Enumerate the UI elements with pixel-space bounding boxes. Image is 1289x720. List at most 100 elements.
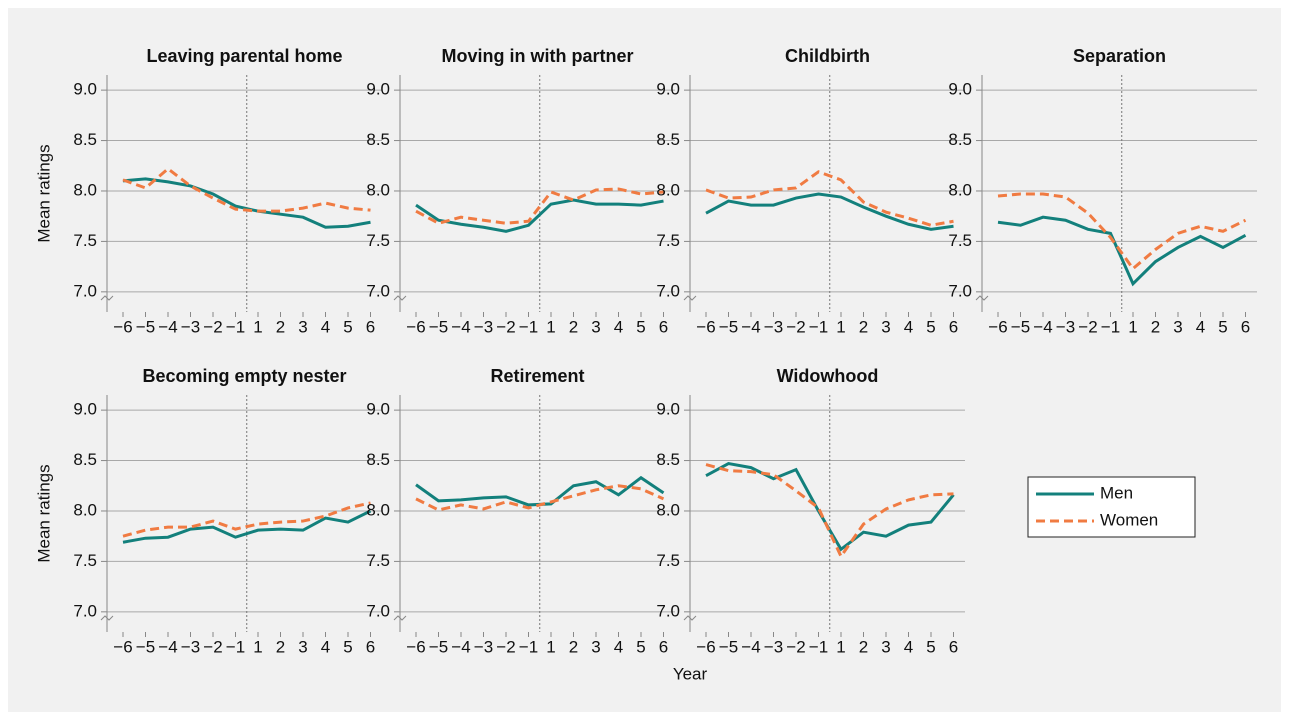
y-tick-label: 7.5 <box>366 231 390 250</box>
x-tick-label: −4 <box>451 637 470 656</box>
y-tick-label: 8.0 <box>656 180 680 199</box>
x-tick-label: 5 <box>636 317 645 336</box>
x-tick-label: −3 <box>764 317 783 336</box>
x-tick-label: 5 <box>926 637 935 656</box>
y-tick-label: 8.5 <box>73 450 97 469</box>
y-tick-label: 8.0 <box>366 500 390 519</box>
series-line <box>415 187 664 225</box>
y-tick-label: 7.0 <box>948 281 972 300</box>
x-tick-label: −5 <box>719 637 738 656</box>
panel-title: Separation <box>1073 46 1166 66</box>
y-tick-label: 7.0 <box>656 281 680 300</box>
y-tick-label: 8.0 <box>366 180 390 199</box>
y-tick-label: 9.0 <box>656 400 680 419</box>
panel-title: Becoming empty nester <box>142 366 346 386</box>
panel-title: Retirement <box>490 366 584 386</box>
legend-label: Women <box>1100 510 1158 529</box>
series-line <box>997 215 1247 287</box>
x-tick-label: 1 <box>836 317 845 336</box>
x-tick-label: −6 <box>696 317 715 336</box>
y-tick-label: 8.5 <box>366 450 390 469</box>
y-tick-label: 7.5 <box>948 231 972 250</box>
y-axis-label: Mean ratings <box>34 464 53 562</box>
x-tick-label: −1 <box>519 637 538 656</box>
x-tick-label: 4 <box>614 317 623 336</box>
axis-break <box>975 295 989 301</box>
x-tick-label: 4 <box>321 637 330 656</box>
series-line <box>122 509 372 544</box>
x-tick-label: 1 <box>836 637 845 656</box>
x-tick-label: 2 <box>276 637 285 656</box>
y-tick-label: 8.5 <box>73 130 97 149</box>
x-tick-label: 6 <box>949 317 958 336</box>
axis-break <box>683 295 697 301</box>
x-tick-label: −2 <box>496 317 515 336</box>
x-tick-label: 5 <box>636 637 645 656</box>
x-tick-label: −5 <box>136 637 155 656</box>
x-tick-label: 6 <box>366 637 375 656</box>
axis-break <box>100 615 114 621</box>
axis-break <box>393 615 407 621</box>
x-tick-label: −5 <box>429 317 448 336</box>
series-line <box>705 192 954 231</box>
panel-title: Leaving parental home <box>146 46 342 66</box>
x-tick-label: −1 <box>809 317 828 336</box>
x-tick-label: −3 <box>764 637 783 656</box>
x-tick-label: −4 <box>1033 317 1052 336</box>
x-tick-label: 6 <box>366 317 375 336</box>
x-tick-label: 6 <box>659 317 668 336</box>
y-tick-label: 8.5 <box>656 450 680 469</box>
series-line <box>415 198 664 233</box>
y-tick-label: 7.5 <box>656 551 680 570</box>
x-tick-label: 2 <box>1151 317 1160 336</box>
x-tick-label: 3 <box>881 317 890 336</box>
y-tick-label: 8.0 <box>948 180 972 199</box>
series-line <box>122 501 371 538</box>
x-tick-label: −2 <box>786 317 805 336</box>
x-tick-label: −1 <box>809 637 828 656</box>
y-tick-label: 8.0 <box>73 500 97 519</box>
panel-title: Childbirth <box>785 46 870 66</box>
x-tick-label: −5 <box>429 637 448 656</box>
x-tick-label: 2 <box>276 317 285 336</box>
x-tick-label: 4 <box>321 317 330 336</box>
x-tick-label: −6 <box>406 637 425 656</box>
y-tick-label: 8.5 <box>656 130 680 149</box>
series-line <box>997 192 1247 271</box>
x-tick-label: 3 <box>298 637 307 656</box>
y-tick-label: 9.0 <box>948 80 972 99</box>
y-tick-label: 7.5 <box>656 231 680 250</box>
x-tick-label: 5 <box>926 317 935 336</box>
x-tick-label: −1 <box>1101 317 1120 336</box>
x-tick-label: −5 <box>136 317 155 336</box>
x-tick-label: 1 <box>253 637 262 656</box>
y-tick-label: 8.0 <box>73 180 97 199</box>
x-tick-label: −4 <box>741 317 760 336</box>
x-tick-label: 3 <box>591 317 600 336</box>
x-tick-label: −3 <box>1056 317 1075 336</box>
x-tick-label: −6 <box>113 317 132 336</box>
y-tick-label: 7.0 <box>73 281 97 300</box>
x-tick-label: −5 <box>719 317 738 336</box>
x-tick-label: 5 <box>343 637 352 656</box>
panel-title: Widowhood <box>777 366 879 386</box>
x-tick-label: 1 <box>1128 317 1137 336</box>
x-tick-label: −4 <box>158 637 177 656</box>
x-tick-label: −5 <box>1011 317 1030 336</box>
legend-label: Men <box>1100 483 1133 502</box>
x-tick-label: −3 <box>181 317 200 336</box>
x-tick-label: −4 <box>741 637 760 656</box>
y-tick-label: 7.0 <box>656 601 680 620</box>
x-tick-label: 1 <box>546 317 555 336</box>
x-tick-label: 4 <box>1196 317 1205 336</box>
series-line <box>705 462 955 552</box>
x-axis-label: Year <box>673 664 708 683</box>
x-tick-label: −4 <box>158 317 177 336</box>
x-tick-label: 3 <box>881 637 890 656</box>
x-tick-label: 3 <box>591 637 600 656</box>
x-tick-label: −6 <box>113 637 132 656</box>
x-tick-label: −1 <box>226 317 245 336</box>
y-tick-label: 8.0 <box>656 500 680 519</box>
y-tick-label: 9.0 <box>656 80 680 99</box>
